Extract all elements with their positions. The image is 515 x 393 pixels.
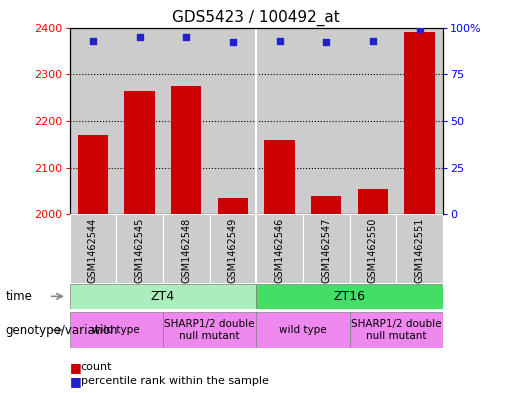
- Text: ZT4: ZT4: [151, 290, 175, 303]
- Text: genotype/variation: genotype/variation: [5, 323, 117, 337]
- Bar: [256, 312, 350, 348]
- Point: [135, 34, 144, 40]
- Bar: [70, 284, 256, 309]
- Bar: [218, 198, 248, 214]
- Text: time: time: [5, 290, 32, 303]
- Bar: [163, 312, 256, 348]
- Point: [182, 34, 191, 40]
- Text: GSM1462550: GSM1462550: [368, 218, 378, 283]
- Bar: [210, 214, 256, 283]
- Bar: [303, 214, 350, 283]
- Text: GSM1462551: GSM1462551: [415, 218, 424, 283]
- Point: [89, 37, 97, 44]
- Bar: [256, 214, 303, 283]
- Point: [322, 39, 330, 46]
- Text: ■: ■: [70, 361, 81, 374]
- Bar: [124, 90, 154, 214]
- Text: SHARP1/2 double
null mutant: SHARP1/2 double null mutant: [164, 320, 255, 341]
- Text: count: count: [81, 362, 112, 373]
- Bar: [70, 214, 116, 283]
- Text: GSM1462549: GSM1462549: [228, 218, 238, 283]
- Text: GSM1462544: GSM1462544: [88, 218, 98, 283]
- Point: [416, 26, 424, 33]
- Bar: [171, 86, 201, 214]
- Text: GSM1462548: GSM1462548: [181, 218, 191, 283]
- Bar: [358, 189, 388, 214]
- Point: [229, 39, 237, 46]
- Text: GSM1462545: GSM1462545: [134, 218, 145, 283]
- Bar: [163, 214, 210, 283]
- Bar: [311, 195, 341, 214]
- Point: [276, 37, 284, 44]
- Text: wild type: wild type: [279, 325, 327, 335]
- Bar: [116, 214, 163, 283]
- Text: ■: ■: [70, 375, 81, 388]
- Bar: [350, 312, 443, 348]
- Text: percentile rank within the sample: percentile rank within the sample: [81, 376, 269, 386]
- Bar: [70, 312, 163, 348]
- Text: GSM1462546: GSM1462546: [274, 218, 285, 283]
- Text: ZT16: ZT16: [334, 290, 366, 303]
- Bar: [256, 284, 443, 309]
- Bar: [404, 32, 435, 214]
- Title: GDS5423 / 100492_at: GDS5423 / 100492_at: [173, 10, 340, 26]
- Text: GSM1462547: GSM1462547: [321, 218, 331, 283]
- Bar: [264, 140, 295, 214]
- Bar: [350, 214, 396, 283]
- Bar: [78, 135, 108, 214]
- Text: wild type: wild type: [92, 325, 140, 335]
- Text: SHARP1/2 double
null mutant: SHARP1/2 double null mutant: [351, 320, 441, 341]
- Point: [369, 37, 377, 44]
- Bar: [396, 214, 443, 283]
